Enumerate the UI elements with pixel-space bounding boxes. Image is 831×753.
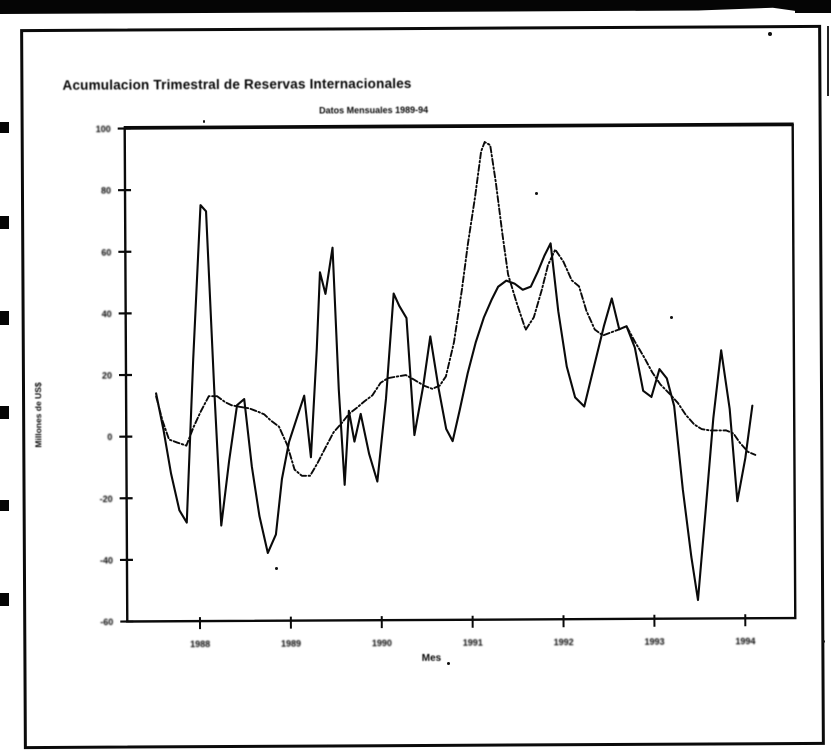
scan-artifact: [0, 311, 9, 325]
series-dashdot-line: [155, 141, 757, 477]
y-tick-label: -60: [100, 617, 113, 627]
scan-artifact: [0, 500, 9, 511]
scan-noise-dot: [535, 192, 538, 195]
y-tick-label: 0: [107, 432, 112, 442]
scan-noise-dot: [822, 640, 825, 643]
scan-artifact: [0, 122, 9, 133]
scan-artifact: [0, 406, 9, 419]
y-tick-label: 20: [102, 371, 112, 381]
scanner-edge-bar-right: [795, 0, 831, 13]
chart-title: Acumulacion Trimestral de Reservas Inter…: [62, 76, 412, 93]
x-tick-label: 1991: [463, 638, 483, 648]
x-tick-label: 1992: [554, 637, 574, 647]
y-tick-label: -20: [100, 494, 113, 504]
scan-artifact: [0, 593, 9, 606]
scanner-edge-bar: [0, 0, 831, 14]
scanner-edge-right-line: [827, 26, 829, 96]
chart-canvas: 100 80 60 40 20 0 -20 -40 -60 1988 1989 1990 1991 199…: [96, 122, 797, 649]
y-tick-label: -40: [100, 555, 113, 565]
x-tick-label: 1994: [735, 636, 755, 646]
scan-noise-dot: [203, 120, 205, 123]
scan-artifact: [0, 216, 9, 229]
scan-noise-dot: [447, 662, 450, 665]
x-tick-label: 1993: [644, 637, 664, 647]
y-tick-label: 40: [102, 309, 112, 319]
y-tick-label: 80: [101, 186, 111, 196]
scan-noise-dot: [670, 316, 673, 319]
x-tick-label: 1990: [372, 638, 392, 648]
y-tick-label: 60: [101, 247, 111, 257]
x-tick-label: 1988: [190, 639, 210, 649]
plot-border-top: [123, 122, 794, 130]
scan-noise-dot: [768, 32, 772, 36]
series-solid-line: [155, 204, 754, 602]
plot-border: [123, 123, 797, 623]
y-tick-label: 100: [96, 124, 111, 134]
x-tick-label: 1989: [281, 639, 301, 649]
scan-noise-dot: [275, 567, 278, 570]
